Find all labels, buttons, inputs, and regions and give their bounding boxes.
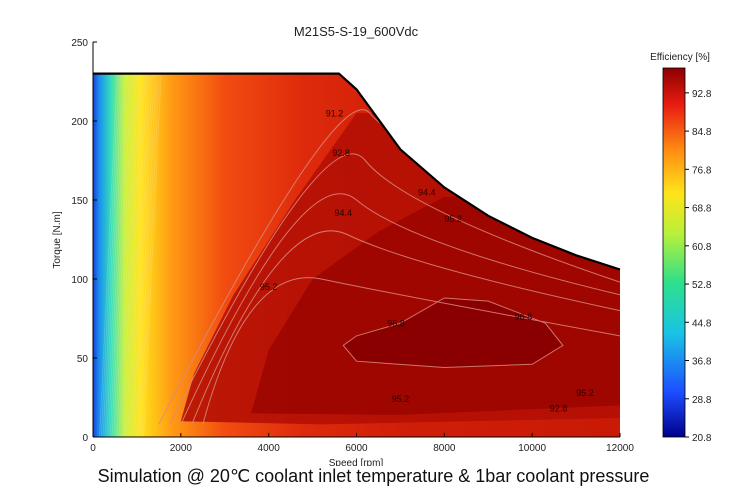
y-tick-label: 200 xyxy=(71,117,88,128)
contour-line xyxy=(130,73,150,437)
colorbar-scale xyxy=(662,67,686,438)
contour-line xyxy=(107,73,127,437)
contour-label: 92.8 xyxy=(550,404,568,414)
contour-line xyxy=(111,73,130,437)
contour-label: 95.2 xyxy=(444,214,462,224)
contour-line xyxy=(116,73,136,437)
contour-line xyxy=(123,73,143,437)
colorbar: Efficiency [%] 92.8 84.8 76.8 68.8 60.8 52.8 4… xyxy=(650,52,712,444)
x-tick-label: 4000 xyxy=(258,443,281,454)
contour-line xyxy=(99,73,118,437)
contour-label: 94.4 xyxy=(335,208,353,218)
contour-label: 95.2 xyxy=(260,282,278,292)
x-tick-label: 0 xyxy=(90,443,96,454)
contour-line xyxy=(113,73,132,437)
contour-line xyxy=(104,73,123,437)
contour-label: 95.2 xyxy=(392,394,410,404)
contour-line xyxy=(180,193,620,425)
efficiency-map-chart: M21S5-S-19_600Vdc 91.2 92.8 94.4 94.4 95.2 95… xyxy=(52,24,712,466)
x-tick-label: 10000 xyxy=(518,443,546,454)
colorbar-tick-label: 44.8 xyxy=(692,318,712,329)
contour-line xyxy=(120,73,139,437)
contour-line xyxy=(106,73,125,437)
x-tick-label: 8000 xyxy=(433,443,456,454)
colorbar-tick-label: 84.8 xyxy=(692,127,712,138)
colorbar-tick-label: 52.8 xyxy=(692,280,712,291)
colorbar-tick-label: 60.8 xyxy=(692,242,712,253)
y-tick-label: 50 xyxy=(77,354,89,365)
contour-line xyxy=(134,73,153,437)
contour-line xyxy=(342,297,564,369)
colorbar-title: Efficiency [%] xyxy=(650,52,710,63)
x-axis-label: Speed [rpm] xyxy=(329,458,384,466)
contour-line xyxy=(139,73,159,437)
contour-line xyxy=(121,73,141,437)
max-torque-envelope xyxy=(93,72,621,271)
y-tick-label: 250 xyxy=(71,38,88,49)
colorbar-tick-label: 76.8 xyxy=(692,165,712,176)
contour-line xyxy=(135,73,155,437)
colorbar-tick-label: 68.8 xyxy=(692,204,712,215)
contour-line xyxy=(128,73,148,437)
contour-line xyxy=(141,73,160,437)
contour-line xyxy=(127,73,146,437)
contour-line xyxy=(169,153,620,425)
contour-label: 94.4 xyxy=(418,187,436,197)
colorbar-tick-label: 36.8 xyxy=(692,357,712,368)
x-tick-label: 2000 xyxy=(170,443,193,454)
colorbar-tick-label: 20.8 xyxy=(692,433,712,444)
contour-label: 96.8 xyxy=(387,318,405,328)
contour-line xyxy=(114,73,134,437)
x-tick-label: 6000 xyxy=(345,443,368,454)
y-axis-label: Torque [N.m] xyxy=(52,211,63,268)
contour-label: 92.8 xyxy=(332,148,350,158)
contour-line xyxy=(132,73,152,437)
contour-line xyxy=(125,73,145,437)
contour-line xyxy=(100,73,120,437)
plot-area: 91.2 92.8 94.4 94.4 95.2 95.2 96.8 96.8 95.2 95.2… xyxy=(71,38,634,454)
colorbar-tick-label: 28.8 xyxy=(692,395,712,406)
contour-line xyxy=(137,73,157,437)
simulation-caption: Simulation @ 20℃ coolant inlet temperatu… xyxy=(97,466,650,486)
contour-line xyxy=(102,73,122,437)
contour-line xyxy=(109,73,129,437)
y-tick-label: 100 xyxy=(71,275,88,286)
contour-label: 95.2 xyxy=(576,388,594,398)
colorbar-tick-label: 92.8 xyxy=(692,89,712,100)
contour-line xyxy=(191,230,620,425)
contour-line xyxy=(143,73,162,437)
contour-line xyxy=(202,277,620,425)
contour-label: 96.8 xyxy=(515,312,533,322)
y-tick-label: 150 xyxy=(71,196,88,207)
y-tick-label: 0 xyxy=(82,433,88,444)
x-tick-label: 12000 xyxy=(606,443,634,454)
chart-title: M21S5-S-19_600Vdc xyxy=(294,24,419,39)
contour-line xyxy=(118,73,137,437)
contour-label: 91.2 xyxy=(326,108,344,118)
